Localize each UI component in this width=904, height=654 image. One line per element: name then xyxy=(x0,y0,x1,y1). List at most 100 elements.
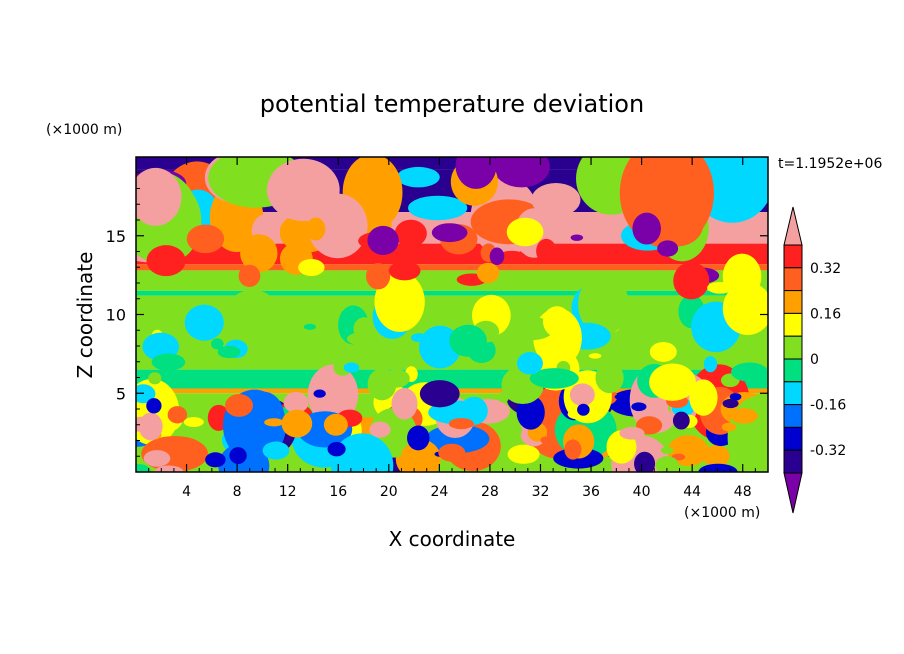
colorbar-tick-label: 0 xyxy=(810,352,819,368)
y-axis-title: Z coordinate xyxy=(73,252,97,379)
y-tick-label: 10 xyxy=(106,306,126,325)
field-blob xyxy=(497,250,526,263)
field-blob xyxy=(183,417,204,427)
field-blob xyxy=(649,341,677,362)
field-blob xyxy=(698,463,738,472)
field-blob xyxy=(330,433,394,472)
field-blob xyxy=(323,413,348,436)
field-blob xyxy=(205,452,226,468)
field-blob xyxy=(151,353,186,371)
field-blob xyxy=(660,446,674,455)
field-blob xyxy=(507,444,540,464)
field-blob xyxy=(238,264,261,287)
colorbar-segment xyxy=(783,290,803,314)
field-blob xyxy=(578,273,629,336)
field-blob xyxy=(634,451,656,472)
colorbar: 0.32 0.16 0 -0.16 -0.32 xyxy=(783,206,846,514)
field-blob xyxy=(327,442,346,457)
field-blob xyxy=(516,352,543,375)
field-blob xyxy=(746,422,768,447)
field-blob xyxy=(419,380,460,408)
field-blob xyxy=(673,261,710,300)
field-blob xyxy=(225,393,253,417)
x-tick-label: 4 xyxy=(182,484,191,500)
x-unit-label: (×1000 m) xyxy=(684,505,760,521)
field-blob xyxy=(506,217,544,247)
field-blob xyxy=(136,464,151,472)
x-tick-label: 12 xyxy=(279,484,297,500)
colorbar-segment xyxy=(783,267,803,292)
colorbar-segment xyxy=(783,381,803,406)
field-blob xyxy=(619,426,645,440)
field-blob xyxy=(703,356,718,373)
field-blob xyxy=(343,362,360,373)
x-tick-label: 20 xyxy=(380,484,398,500)
colorbar-segment xyxy=(783,335,803,360)
field-blob xyxy=(154,258,167,268)
x-axis: 4 8 12 16 20 24 28 32 36 40 44 48 xyxy=(148,157,756,500)
x-tick-label: 36 xyxy=(582,484,600,500)
field-blob xyxy=(136,384,156,404)
colorbar-segment xyxy=(783,244,803,269)
field-blob xyxy=(531,182,581,217)
field-blob xyxy=(489,247,505,266)
field-blob xyxy=(306,217,326,241)
field-blob xyxy=(367,368,397,401)
field-blob xyxy=(186,224,225,254)
y-unit-label: (×1000 m) xyxy=(46,122,122,138)
field-blob xyxy=(211,338,224,350)
field-blob xyxy=(577,403,590,416)
field-blob xyxy=(459,396,488,425)
field-blob xyxy=(281,409,313,438)
field-blob xyxy=(138,412,163,441)
field-blob xyxy=(540,436,552,444)
field-blob xyxy=(657,240,679,257)
field-blob xyxy=(672,411,690,430)
field-blob xyxy=(689,379,718,416)
field-blob xyxy=(614,393,629,400)
field-blob xyxy=(214,370,229,380)
colorbar-tick-label: -0.32 xyxy=(810,443,846,459)
field-blob xyxy=(148,372,162,385)
time-label: t=1.1952e+06 xyxy=(778,156,882,172)
field-blob xyxy=(722,398,739,409)
field-blob xyxy=(143,450,171,467)
colorbar-tick-label: -0.16 xyxy=(810,398,846,414)
field-blob xyxy=(448,418,474,430)
field-blob xyxy=(730,362,768,382)
field-layer xyxy=(136,270,768,291)
field-blob xyxy=(151,310,192,330)
field-blob xyxy=(632,212,661,245)
colorbar-segment xyxy=(783,312,803,337)
field-blob xyxy=(729,393,742,401)
colorbar-segment xyxy=(783,449,803,474)
field-blob xyxy=(431,223,468,243)
colorbar-extend-min xyxy=(783,472,803,514)
field-blob xyxy=(408,195,468,221)
field-blob xyxy=(307,193,368,259)
field-blob xyxy=(569,383,595,407)
field-blob xyxy=(324,347,338,356)
x-tick-label: 16 xyxy=(329,484,347,500)
x-tick-label: 24 xyxy=(430,484,448,500)
field-blob xyxy=(394,219,427,248)
field-blob xyxy=(703,445,730,468)
x-tick-label: 8 xyxy=(233,484,242,500)
field-blob xyxy=(303,323,316,330)
x-tick-label: 28 xyxy=(481,484,499,500)
x-tick-label: 40 xyxy=(633,484,651,500)
field-blob xyxy=(240,234,278,273)
field-blob xyxy=(396,166,440,188)
x-tick-label: 48 xyxy=(734,484,752,500)
field-layer xyxy=(136,264,768,271)
field-blob xyxy=(388,261,421,281)
x-tick-label: 44 xyxy=(683,484,701,500)
field-blob xyxy=(529,368,579,389)
field-blob xyxy=(167,406,188,424)
field-blob xyxy=(229,447,247,464)
field-blob xyxy=(707,281,733,294)
x-axis-title: X coordinate xyxy=(389,527,516,551)
field-blob xyxy=(595,362,624,394)
colorbar-extend-max xyxy=(783,206,803,246)
field-blob xyxy=(298,258,325,276)
